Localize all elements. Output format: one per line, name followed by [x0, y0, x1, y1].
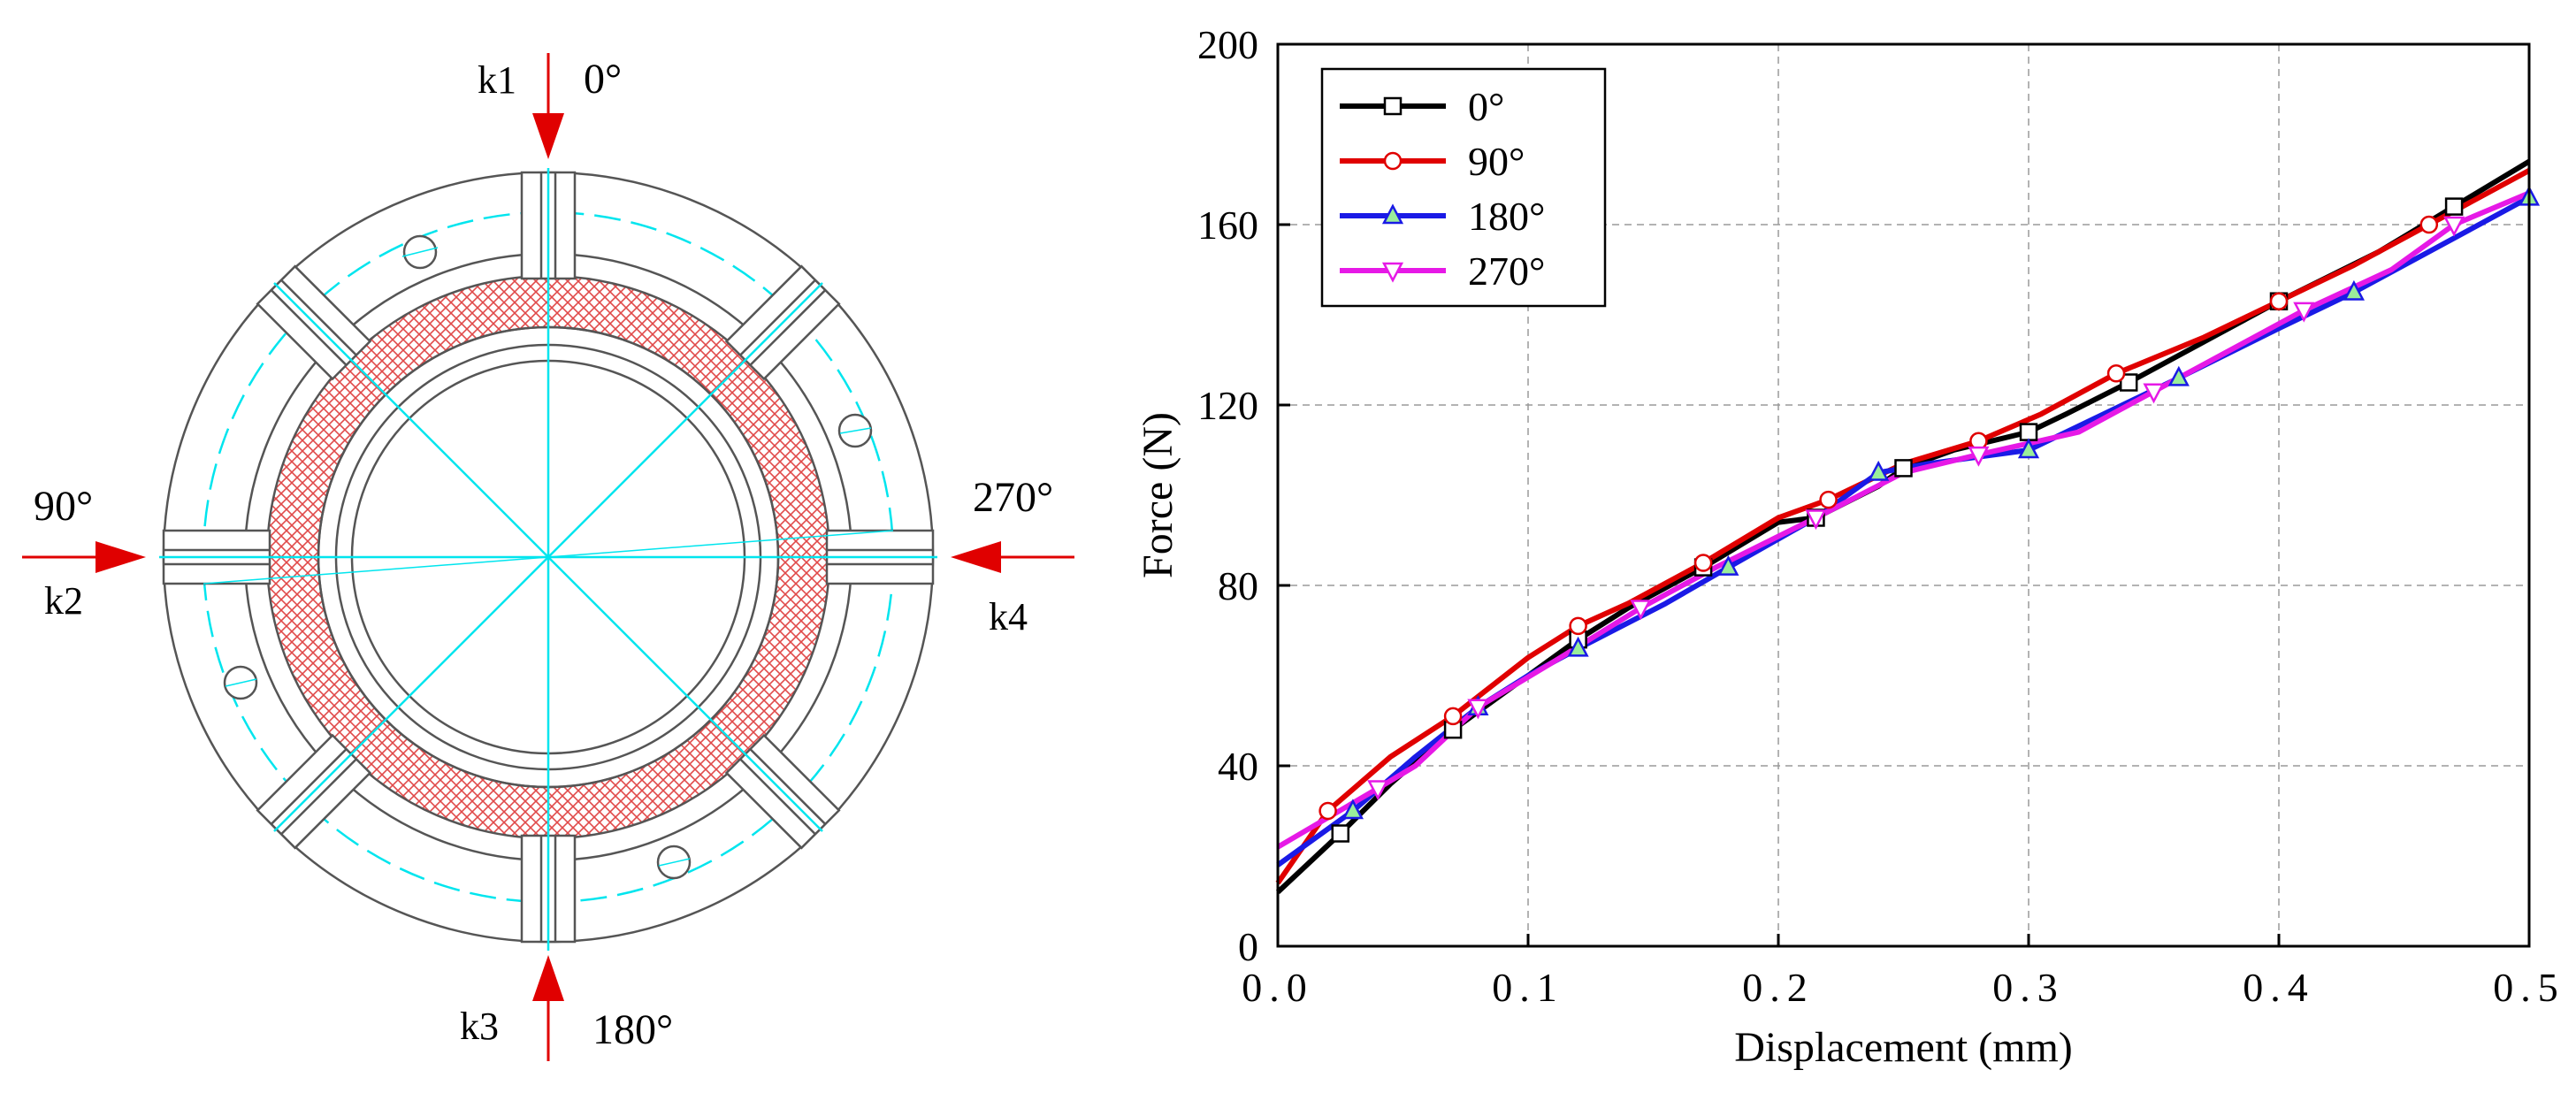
marker-circle: [2419, 215, 2439, 234]
y-tick-label: 40: [1218, 744, 1258, 789]
force-displacement-chart: 0.0 0.1 0.2 0.3 0.4 0.5 0 40 80 120 160 200 Displac…: [1135, 22, 2565, 1071]
x-tick-label: 0.0: [1242, 965, 1314, 1010]
marker-circle: [1819, 490, 1838, 509]
bolt-holes: [223, 234, 873, 880]
marker-square: [2019, 423, 2038, 441]
x-tick-label: 0.5: [2493, 965, 2565, 1010]
legend-label: 180°: [1468, 194, 1545, 239]
y-tick-label: 80: [1218, 563, 1258, 608]
load-90: 90° k2: [22, 483, 146, 623]
marker-triangle-down: [1805, 509, 1827, 531]
marker-circle: [1383, 151, 1403, 171]
legend-label: 0°: [1468, 84, 1504, 129]
marker-triangle-down: [1467, 699, 1489, 720]
grid: [1278, 44, 2529, 946]
y-tick-label: 120: [1197, 383, 1258, 428]
load-180: k3 180°: [460, 955, 673, 1061]
marker-triangle-down: [2443, 216, 2465, 237]
marker-triangle-down: [2293, 302, 2315, 323]
marker-triangle-up: [1381, 203, 1404, 225]
y-axis-label: Force (N): [1135, 412, 1181, 578]
marker-triangle-down: [1367, 780, 1389, 801]
marker-triangle-up: [2343, 279, 2365, 301]
marker-triangle-down: [2143, 383, 2165, 404]
marker-triangle-up: [1567, 636, 1589, 657]
marker-circle: [1443, 707, 1463, 726]
marker-triangle-up: [2017, 438, 2040, 459]
tick-labels: 0.0 0.1 0.2 0.3 0.4 0.5 0 40 80 120 160 200: [1197, 22, 2565, 1010]
spring-label-k3: k3: [460, 1005, 499, 1048]
marker-square: [1331, 824, 1349, 843]
x-axis-label: Displacement (mm): [1734, 1024, 2073, 1071]
y-tick-label: 0: [1238, 924, 1258, 969]
y-tick-label: 160: [1197, 203, 1258, 248]
spring-label-k1: k1: [478, 58, 516, 102]
marker-triangle-up: [1868, 460, 1890, 481]
axis-ticks: [1276, 42, 2531, 948]
marker-triangle-up: [1342, 799, 1364, 820]
marker-triangle-down: [1968, 446, 1990, 467]
x-tick-label: 0.4: [2243, 965, 2315, 1010]
x-tick-label: 0.2: [1742, 965, 1815, 1010]
marker-triangle-down: [1630, 600, 1652, 621]
x-tick-label: 0.1: [1492, 965, 1564, 1010]
legend-label: 270°: [1468, 248, 1545, 294]
legend-label: 90°: [1468, 139, 1525, 184]
marker-square: [1894, 459, 1913, 478]
angle-label-90: 90°: [34, 483, 93, 530]
marker-circle: [2106, 364, 2126, 383]
center-lines: [159, 168, 937, 951]
marker-triangle-up: [1717, 554, 1739, 576]
marker-circle: [1693, 554, 1713, 572]
angle-label-180: 180°: [592, 1006, 673, 1053]
legend: 0° 90° 180° 270°: [1320, 67, 1607, 308]
y-tick-label: 200: [1197, 22, 1258, 67]
load-0: k1 0°: [478, 53, 622, 159]
spring-label-k2: k2: [44, 579, 83, 623]
marker-circle: [1319, 801, 1337, 821]
marker-circle: [2269, 292, 2289, 310]
marker-square: [2444, 197, 2464, 216]
spring-label-k4: k4: [989, 595, 1028, 638]
angle-label-0: 0°: [584, 56, 622, 103]
series-markers: [1319, 185, 2541, 843]
load-270: 270° k4: [951, 474, 1074, 638]
marker-triangle-down: [1381, 262, 1404, 283]
angle-label-270: 270°: [973, 474, 1053, 521]
x-tick-label: 0.3: [1992, 965, 2065, 1010]
marker-triangle-up: [2167, 365, 2190, 386]
marker-square: [2119, 373, 2138, 392]
ring-load-diagram: k1 0° 90° k2 k3 180° 270° k4: [22, 53, 1074, 1061]
marker-circle: [1569, 616, 1587, 636]
plot-frame: [1276, 42, 2531, 948]
marker-square: [1383, 96, 1403, 116]
